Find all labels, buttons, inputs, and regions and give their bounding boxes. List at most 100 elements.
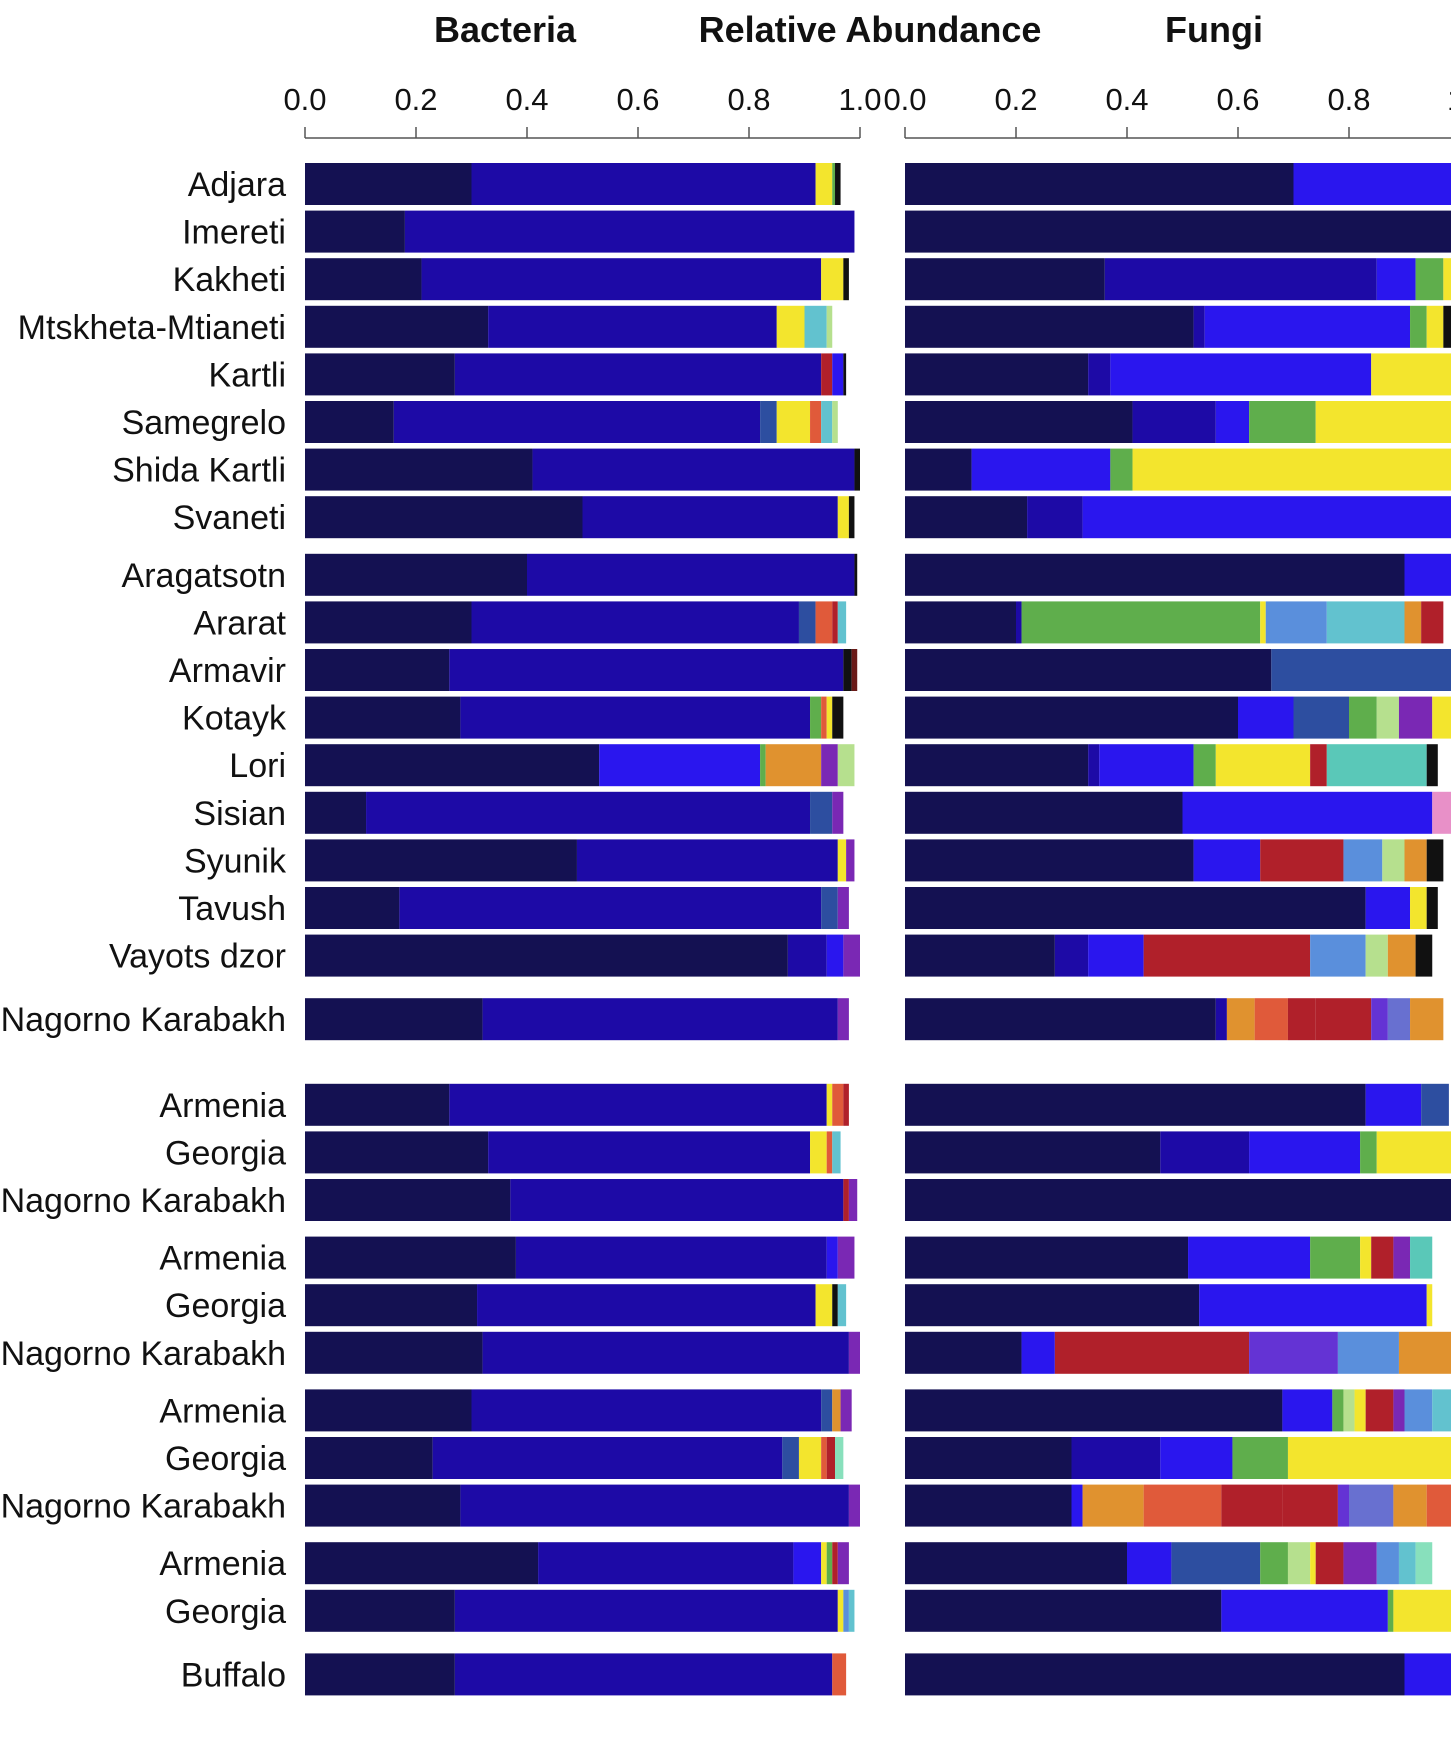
fungi-bar-segment (1132, 401, 1216, 443)
bacteria-bar-segment (826, 1083, 833, 1126)
fungi-tick-label: 0.2 (994, 82, 1037, 117)
bacteria-tick-label: 0.6 (616, 82, 659, 117)
fungi-bar-segment (905, 744, 1089, 787)
fungi-bar-segment (1432, 1389, 1451, 1432)
fungi-bar-segment (1398, 1331, 1451, 1374)
bacteria-bar-segment (776, 401, 811, 443)
fungi-bar-segment (1393, 1484, 1427, 1527)
fungi-bar-segment (1332, 1389, 1344, 1432)
bacteria-tick-label: 0.2 (394, 82, 437, 117)
fungi-bar-segment (1421, 601, 1444, 644)
fungi-bar-segment (905, 163, 1294, 205)
fungi-bar-segment (905, 448, 972, 491)
fungi-bar-segment (1343, 1542, 1377, 1585)
bacteria-tick-label: 0.0 (283, 82, 326, 117)
bacteria-bar-segment (843, 934, 860, 977)
bacteria-bar-segment (305, 210, 405, 253)
bacteria-bar-segment (510, 1179, 844, 1221)
fungi-bar-segment (1365, 1083, 1422, 1126)
fungi-tick-label: 0.4 (1105, 82, 1148, 117)
fungi-bar-segment (1404, 601, 1422, 644)
title-relative-abundance: Relative Abundance (699, 9, 1042, 50)
fungi-bar-segment (1387, 998, 1411, 1041)
bacteria-bar-segment (837, 744, 855, 787)
fungi-bar-segment (1287, 1437, 1451, 1479)
bacteria-bar-segment (482, 998, 838, 1041)
fungi-bar-segment (1393, 1389, 1405, 1432)
bacteria-bar-segment (305, 1653, 455, 1696)
fungi-bar-segment (1215, 744, 1311, 787)
bacteria-bar-segment (848, 496, 855, 539)
bacteria-bar-segment (576, 839, 838, 882)
fungi-bar-segment (1371, 353, 1451, 396)
bacteria-bar-segment (305, 1179, 511, 1221)
fungi-bar-segment (1193, 839, 1261, 882)
bacteria-bar-segment (837, 998, 849, 1041)
bacteria-bar-segment (454, 353, 822, 396)
fungi-bar-segment (1393, 1236, 1411, 1279)
fungi-bar-segment (1376, 696, 1399, 739)
fungi-bar-segment (1360, 1131, 1377, 1174)
bacteria-bar-segment (477, 1284, 816, 1327)
bacteria-bar-segment (837, 601, 847, 644)
fungi-bar-segment (1215, 401, 1250, 443)
row-label: Buffalo (181, 1656, 286, 1694)
bacteria-bar-segment (471, 163, 816, 205)
bacteria-bar-segment (449, 1083, 827, 1126)
row-label: Ararat (193, 604, 286, 642)
bacteria-bar-segment (843, 353, 847, 396)
fungi-bar-segment (905, 1236, 1189, 1279)
bacteria-bar-segment (760, 744, 766, 787)
row-label: Svaneti (173, 499, 286, 537)
bacteria-bar-segment (760, 401, 777, 443)
bacteria-bar-segment (305, 448, 533, 491)
bacteria-bar-segment (821, 258, 844, 301)
bacteria-bar-segment (837, 1284, 847, 1327)
bacteria-bar-segment (843, 1083, 849, 1126)
fungi-bar-segment (905, 791, 1183, 834)
bacteria-bar-segment (826, 1437, 836, 1479)
bacteria-bar-segment (821, 1437, 827, 1479)
row-label: Armavir (169, 652, 286, 690)
bacteria-bar-segment (837, 839, 847, 882)
bacteria-bar-segment (305, 1589, 455, 1632)
bacteria-bar-segment (532, 448, 855, 491)
bacteria-bar-segment (305, 791, 367, 834)
bacteria-bar-segment (821, 1389, 833, 1432)
fungi-bar-segment (1293, 163, 1451, 205)
row-label: Mtskheta-Mtianeti (18, 309, 286, 347)
fungi-bar-segment (1160, 1131, 1250, 1174)
title-fungi: Fungi (1165, 9, 1263, 50)
fungi-bar-segment (1104, 258, 1377, 301)
fungi-bar-segment (1054, 934, 1089, 977)
row-label: Samegrelo (122, 404, 286, 442)
bacteria-bar-segment (782, 1437, 799, 1479)
row-label: Syunik (184, 842, 287, 880)
fungi-bar-segment (1088, 744, 1100, 787)
fungi-bar-segment (1415, 258, 1444, 301)
fungi-bar-segment (1260, 839, 1344, 882)
fungi-bar-segment (1215, 998, 1227, 1041)
fungi-bar-segment (1182, 791, 1433, 834)
bacteria-bar-segment (815, 601, 833, 644)
bacteria-bar-segment (821, 1542, 827, 1585)
fungi-bar-segment (1404, 553, 1451, 596)
bacteria-bar-segment (488, 305, 777, 348)
fungi-bar-segment (1221, 1484, 1283, 1527)
bacteria-tick-label: 0.8 (727, 82, 770, 117)
row-label: Kakheti (173, 261, 286, 299)
bacteria-bar-segment (305, 934, 788, 977)
fungi-bar-segment (1310, 744, 1327, 787)
fungi-bar-segment (1232, 1437, 1288, 1479)
bacteria-bar-segment (305, 601, 472, 644)
bacteria-bar-segment (787, 934, 827, 977)
row-label: Georgia (165, 1287, 286, 1325)
fungi-bar-segment (1071, 1437, 1161, 1479)
fungi-bar-segment (1315, 401, 1451, 443)
fungi-bar-segment (905, 1131, 1161, 1174)
fungi-bar-segment (1293, 696, 1349, 739)
bacteria-bar-segment (810, 791, 833, 834)
fungi-bar-segment (1349, 696, 1377, 739)
row-label: Armenia (159, 1240, 286, 1278)
fungi-bar-segment (1432, 791, 1451, 834)
